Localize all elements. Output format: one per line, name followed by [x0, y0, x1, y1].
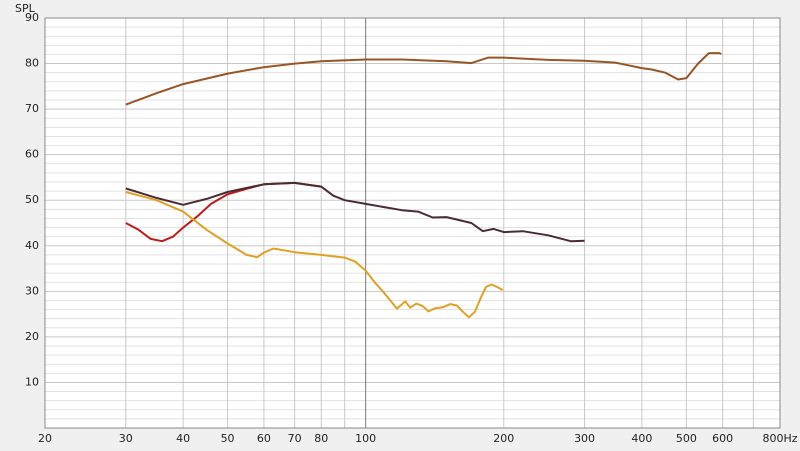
x-tick-label: 500: [676, 432, 697, 445]
x-tick-label: 50: [221, 432, 235, 445]
x-tick-label: 400: [631, 432, 652, 445]
x-tick-label: 300: [574, 432, 595, 445]
x-tick-label: 40: [176, 432, 190, 445]
y-tick-label: 40: [25, 239, 39, 252]
y-tick-label: 20: [25, 330, 39, 343]
y-axis-label: SPL: [15, 2, 36, 15]
x-tick-label: 30: [119, 432, 133, 445]
series-line: [125, 181, 585, 243]
plot-border: [44, 17, 781, 429]
y-tick-label: 30: [25, 284, 39, 297]
x-tick-label: 60: [257, 432, 271, 445]
x-tick-label: 600: [712, 432, 733, 445]
y-tick-label: 10: [25, 375, 39, 388]
series-line: [125, 52, 722, 106]
y-tick-label: 80: [25, 57, 39, 70]
y-tick-label: 50: [25, 193, 39, 206]
x-tick-label: 200: [493, 432, 514, 445]
y-tick-label: 70: [25, 102, 39, 115]
x-tick-label: 70: [288, 432, 302, 445]
x-tick-label: 20: [38, 432, 52, 445]
y-tick-label: 60: [25, 148, 39, 161]
x-tick-label: 800Hz: [762, 432, 797, 445]
plot-area: [44, 17, 781, 429]
x-tick-label: 80: [314, 432, 328, 445]
series-line: [125, 191, 504, 319]
x-tick-label: 100: [355, 432, 376, 445]
y-tick-label: 90: [25, 11, 39, 24]
